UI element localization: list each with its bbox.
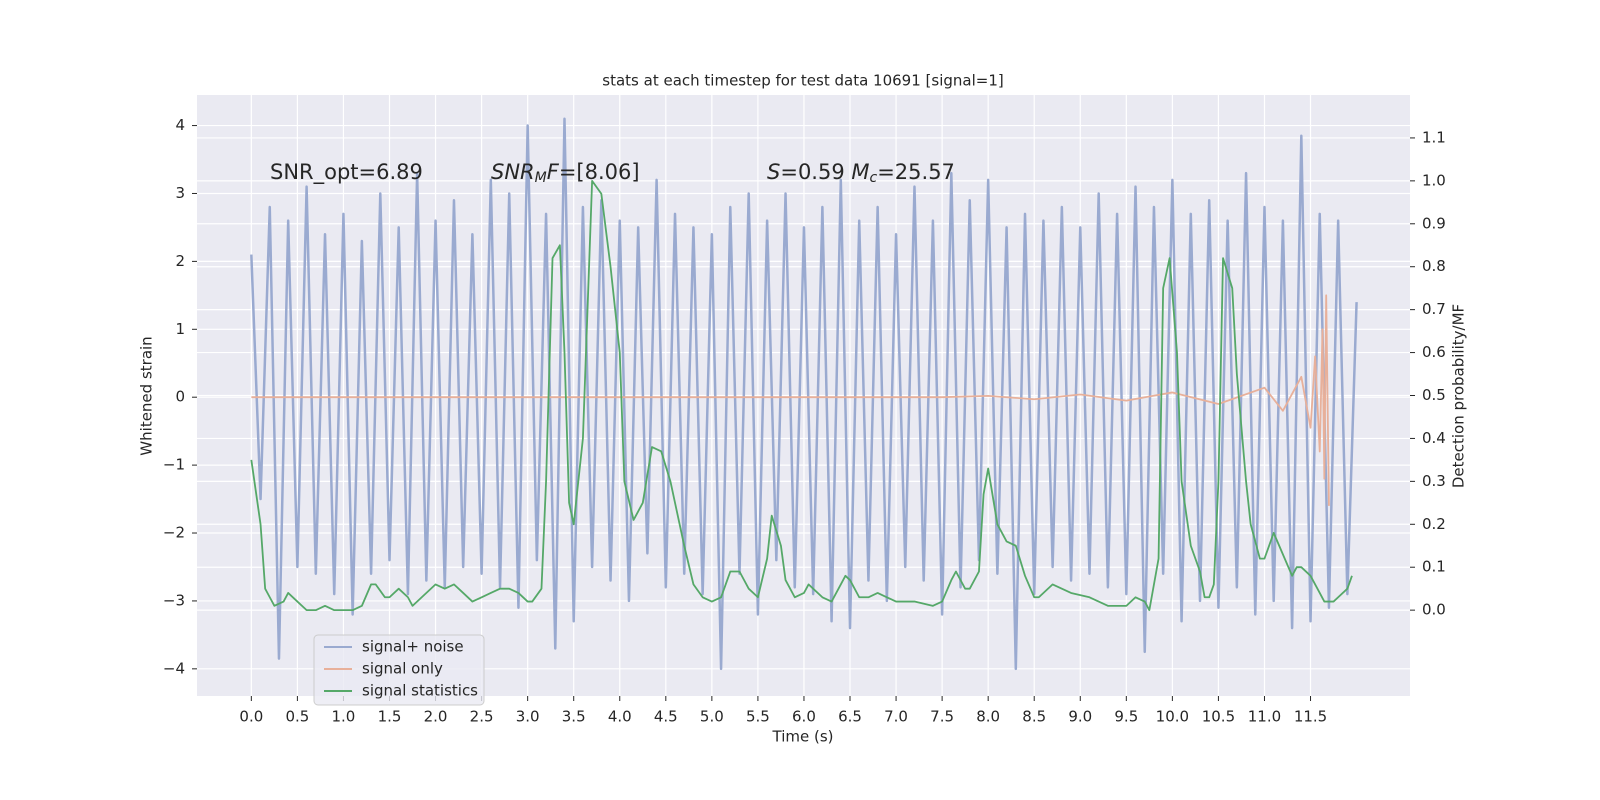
x-tick-label: 0.5 — [285, 708, 309, 726]
annotation-part: =0.59 — [780, 160, 851, 184]
y-tick-label: −2 — [163, 524, 185, 542]
annotation-part: SNR — [491, 160, 535, 184]
y2-tick-label: 1.1 — [1422, 128, 1446, 146]
x-tick-label: 7.5 — [930, 708, 954, 726]
x-tick-label: 1.5 — [378, 708, 402, 726]
annotation: SNR_opt=6.89 — [270, 160, 423, 185]
legend-label: signal only — [362, 660, 443, 678]
x-tick-label: 8.5 — [1022, 708, 1046, 726]
y2-tick-label: 0.8 — [1422, 257, 1446, 275]
y-tick-label: 0 — [175, 388, 185, 406]
annotation-part: SNR_opt=6.89 — [270, 160, 423, 185]
y-tick-label: −4 — [163, 659, 185, 677]
series-line — [251, 294, 1330, 506]
x-tick-label: 5.5 — [746, 708, 770, 726]
y2-tick-label: 0.6 — [1422, 343, 1446, 361]
y2-tick-label: 0.9 — [1422, 214, 1446, 232]
x-tick-label: 2.0 — [424, 708, 448, 726]
y-tick-label: 2 — [175, 252, 185, 270]
annotation-part: c — [870, 170, 878, 186]
x-tick-label: 3.5 — [562, 708, 586, 726]
y-tick-label: 4 — [175, 116, 185, 134]
y2-axis-label: Detection probability/MF — [1450, 304, 1468, 488]
y-tick-label: 3 — [175, 184, 185, 202]
series-line — [250, 179, 1353, 612]
x-tick-label: 5.0 — [700, 708, 724, 726]
annotation-part: S — [767, 160, 780, 184]
x-tick-label: 9.5 — [1114, 708, 1138, 726]
x-tick-label: 9.0 — [1068, 708, 1092, 726]
y2-tick-label: 0.0 — [1422, 601, 1446, 619]
legend-box — [313, 634, 485, 706]
annotation: S=0.59 Mc=25.57 — [767, 160, 955, 186]
y2-tick-label: 0.1 — [1422, 558, 1446, 576]
y-axis-label: Whitened strain — [138, 336, 156, 455]
x-tick-label: 10.5 — [1202, 708, 1235, 726]
y2-tick-label: 0.2 — [1422, 515, 1446, 533]
annotation-part: M — [535, 170, 547, 186]
annotation: SNRMF=[8.06] — [491, 160, 640, 186]
y2-tick-label: 0.7 — [1422, 300, 1446, 318]
annotation-part: M — [851, 160, 869, 184]
y-tick-label: 1 — [175, 320, 185, 338]
y-tick-label: −3 — [163, 591, 185, 609]
x-tick-label: 4.5 — [654, 708, 678, 726]
x-axis-label: Time (s) — [772, 728, 834, 746]
annotation-part: =25.57 — [877, 160, 955, 184]
x-tick-label: 11.5 — [1294, 708, 1327, 726]
x-tick-label: 2.5 — [470, 708, 494, 726]
annotation-part: F — [547, 160, 560, 184]
x-tick-label: 4.0 — [608, 708, 632, 726]
annotation-part: =[8.06] — [559, 160, 640, 184]
y2-tick-label: 0.5 — [1422, 386, 1446, 404]
legend-label: signal statistics — [362, 682, 478, 700]
y2-tick-label: 0.3 — [1422, 472, 1446, 490]
y2-tick-label: 0.4 — [1422, 429, 1446, 447]
x-tick-label: 6.0 — [792, 708, 816, 726]
x-tick-label: 0.0 — [239, 708, 263, 726]
x-tick-label: 10.0 — [1156, 708, 1189, 726]
x-tick-label: 8.0 — [976, 708, 1000, 726]
series-line — [250, 117, 1358, 671]
legend-label: signal+ noise — [362, 638, 464, 656]
x-tick-label: 11.0 — [1248, 708, 1281, 726]
x-tick-label: 6.5 — [838, 708, 862, 726]
y-tick-label: −1 — [163, 456, 185, 474]
y2-tick-label: 1.0 — [1422, 171, 1446, 189]
chart-title: stats at each timestep for test data 106… — [602, 72, 1003, 90]
x-tick-label: 3.0 — [516, 708, 540, 726]
x-tick-label: 1.0 — [332, 708, 356, 726]
x-tick-label: 7.0 — [884, 708, 908, 726]
